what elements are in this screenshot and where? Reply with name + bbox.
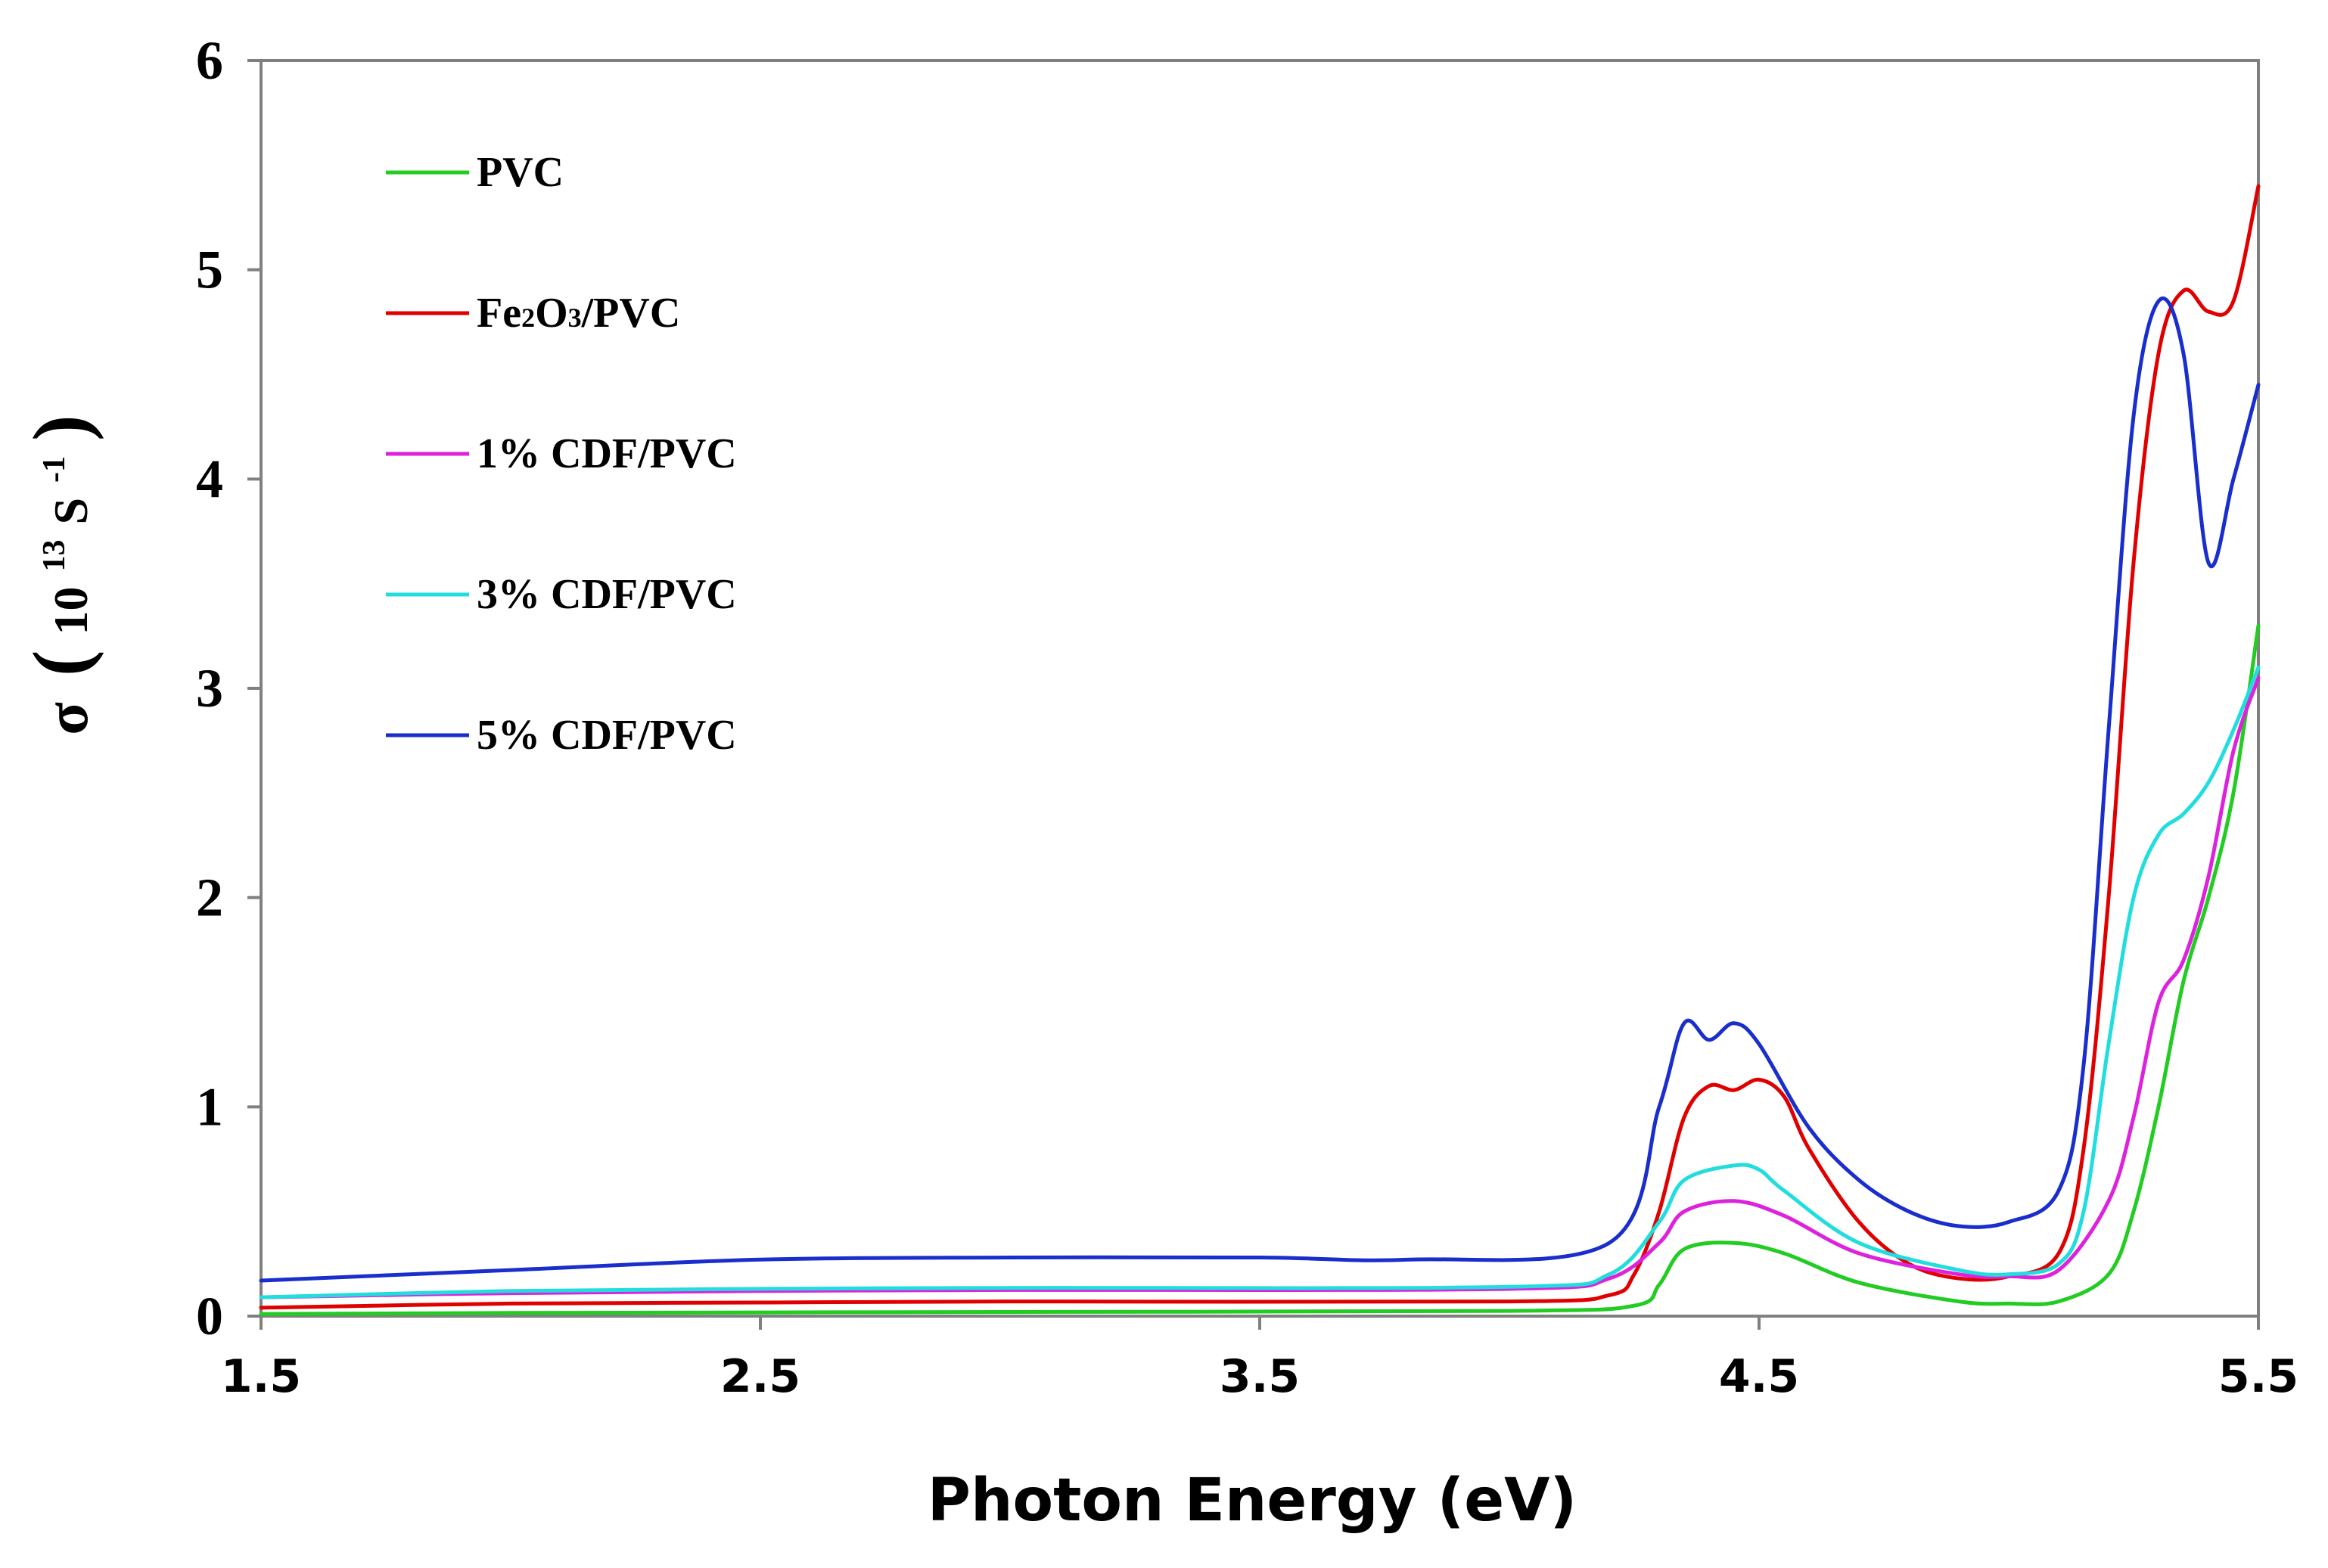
x-axis-ticks: 1.5 2.5 3.5 4.5 5.5 bbox=[221, 1316, 2298, 1403]
y-label-unit: S bbox=[44, 498, 98, 525]
legend-label-1-cdf-pvc: 1% CDF/PVC bbox=[477, 430, 737, 477]
y-label-base: 10 bbox=[44, 587, 98, 635]
y-tick-label: 3 bbox=[196, 658, 223, 719]
y-tick-label: 4 bbox=[196, 449, 223, 509]
y-label-exponent: 13 bbox=[37, 540, 72, 572]
y-axis-label: σ ( 10 13 S -1 ) bbox=[11, 415, 104, 734]
legend: PVC Fe2O3/PVC 1% CDF/PVC 3% CDF/PVC 5% CDF/P… bbox=[386, 149, 737, 759]
y-axis-ticks: 0 1 2 3 4 5 6 bbox=[196, 30, 261, 1346]
y-tick-label: 5 bbox=[196, 240, 223, 300]
series-line-fe2o3-pvc bbox=[259, 184, 2261, 1310]
legend-label-pvc: PVC bbox=[477, 149, 564, 196]
legend-label-3-cdf-pvc: 3% CDF/PVC bbox=[477, 571, 737, 618]
series-line-5-cdf-pvc bbox=[259, 297, 2261, 1283]
series-line-pvc bbox=[259, 623, 2261, 1316]
x-tick-label: 1.5 bbox=[221, 1350, 301, 1403]
legend-label-5-cdf-pvc: 5% CDF/PVC bbox=[477, 712, 737, 759]
y-tick-label: 6 bbox=[196, 30, 223, 91]
series-line-1-cdf-pvc bbox=[259, 675, 2261, 1299]
y-tick-label: 0 bbox=[196, 1286, 223, 1346]
y-label-open-paren: ( bbox=[17, 650, 104, 677]
x-tick-label: 3.5 bbox=[1220, 1350, 1300, 1403]
y-label-unit-exponent: -1 bbox=[37, 456, 72, 483]
x-axis-label: Photon Energy (eV) bbox=[928, 1467, 1577, 1535]
y-label-symbol: σ bbox=[34, 702, 101, 735]
x-tick-label: 4.5 bbox=[1719, 1350, 1799, 1403]
legend-label-fe2o3-pvc: Fe2O3/PVC bbox=[477, 290, 680, 337]
y-label-close-paren: ) bbox=[17, 415, 104, 441]
x-tick-label: 2.5 bbox=[720, 1350, 800, 1403]
y-tick-label: 2 bbox=[196, 868, 223, 928]
x-tick-label: 5.5 bbox=[2218, 1350, 2298, 1403]
y-tick-label: 1 bbox=[196, 1076, 223, 1137]
series-layer bbox=[259, 184, 2261, 1316]
plot-area-frame bbox=[260, 59, 2260, 1318]
series-line-3-cdf-pvc bbox=[259, 665, 2261, 1299]
